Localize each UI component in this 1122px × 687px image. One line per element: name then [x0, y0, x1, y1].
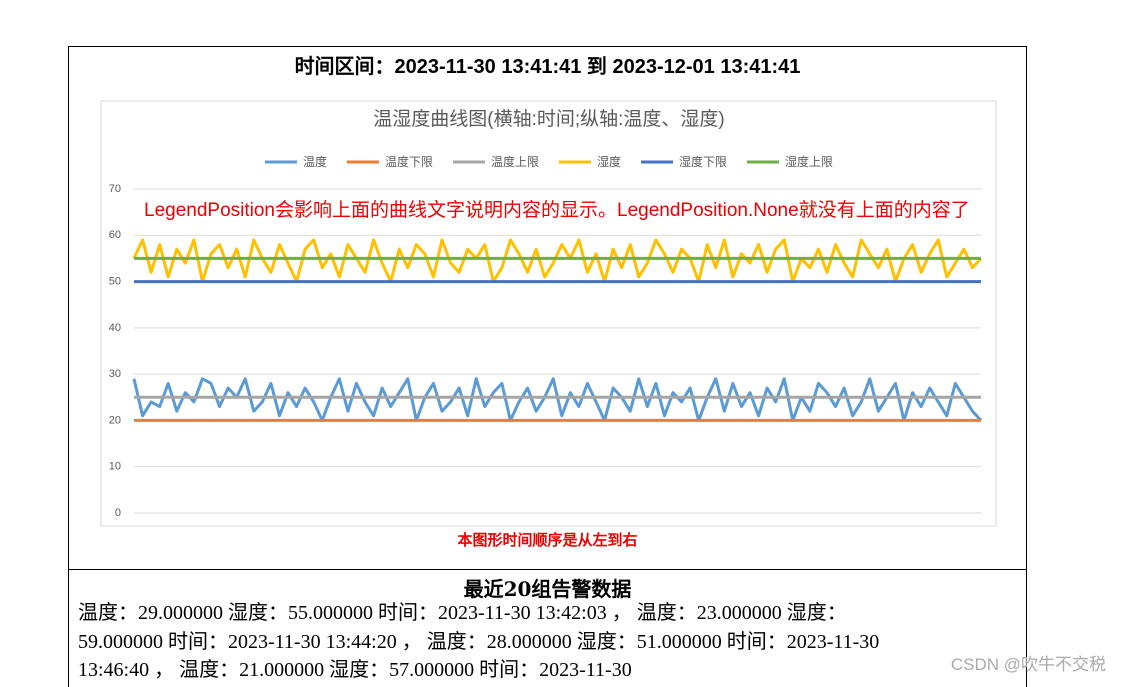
- legend-item: 温度下限: [346, 154, 433, 169]
- legend-label: 温度下限: [385, 154, 433, 169]
- chart: 温湿度曲线图(横轴:时间;纵轴:温度、湿度) 0 10 20 30 40 50 60 70 温度…: [100, 100, 997, 527]
- legend-item: 湿度: [559, 154, 621, 169]
- y-tick-label: 0: [115, 507, 121, 519]
- y-tick-label: 70: [109, 183, 121, 195]
- caption: 本图形时间顺序是从左到右: [457, 531, 638, 549]
- divider: [69, 569, 1026, 570]
- annotation: LegendPosition会影响上面的曲线文字说明内容的显示。LegendPo…: [144, 199, 970, 221]
- report: 时间区间：2023-11-30 13:41:41 到 2023-12-01 13…: [68, 46, 1027, 687]
- y-tick-label: 40: [109, 322, 121, 334]
- legend-label: 湿度上限: [785, 154, 833, 169]
- legend-item: 湿度上限: [747, 154, 833, 169]
- header-title: 时间区间：2023-11-30 13:41:41 到 2023-12-01 13…: [294, 56, 801, 78]
- chart-title: 温湿度曲线图(横轴:时间;纵轴:温度、湿度): [373, 108, 725, 130]
- legend-label: 湿度下限: [679, 154, 727, 169]
- legend-item: 湿度下限: [641, 154, 727, 169]
- y-tick-label: 50: [109, 275, 121, 287]
- y-tick-label: 30: [109, 368, 121, 380]
- legend-item: 温度: [264, 154, 327, 169]
- alarms-title: 最近20组告警数据: [463, 577, 632, 601]
- chart-frame: [100, 100, 997, 527]
- legend-label: 湿度: [597, 154, 621, 169]
- y-tick-label: 60: [109, 229, 121, 241]
- alarms-text: 温度：29.000000 湿度：55.000000 时间：2023-11-30 …: [78, 602, 880, 681]
- watermark: CSDN @吹牛不交税: [950, 655, 1106, 674]
- legend-label: 温度上限: [491, 154, 539, 169]
- legend-item: 温度上限: [452, 154, 539, 169]
- y-tick-label: 20: [109, 414, 121, 426]
- y-tick-label: 10: [109, 461, 121, 473]
- legend-label: 温度: [303, 154, 327, 169]
